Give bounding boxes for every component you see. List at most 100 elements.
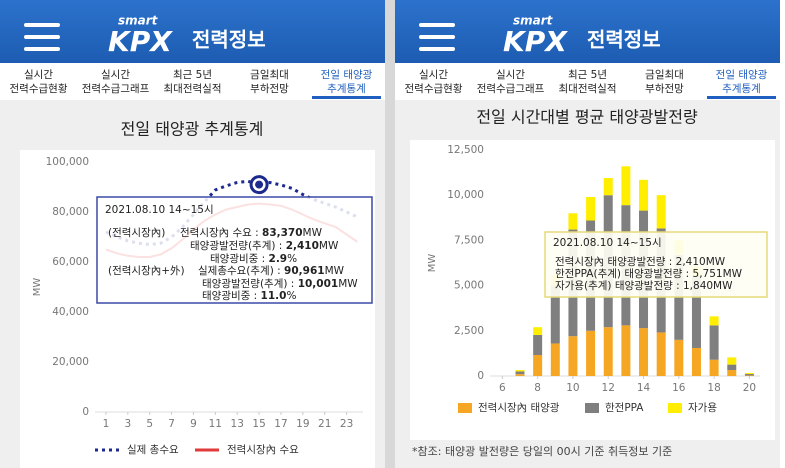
menu-icon[interactable]	[24, 23, 60, 27]
active-tab-indicator	[707, 96, 776, 99]
tab-label[interactable]: 실시간	[419, 69, 448, 81]
menu-icon[interactable]	[24, 47, 60, 51]
tooltip-row: 한전PPA(추계) 태양광발전량 : 5,751MW	[555, 268, 743, 280]
bar-segment	[709, 316, 719, 326]
menu-icon[interactable]	[24, 35, 60, 39]
menu-icon[interactable]	[419, 35, 455, 39]
tab-label[interactable]: 최근 5년	[173, 69, 212, 81]
bar-segment	[550, 285, 560, 344]
tooltip-label: 태양광비중 :	[202, 290, 261, 302]
tab-label[interactable]: 전일 태양광	[716, 68, 768, 81]
tab-label[interactable]: 전일 태양광	[321, 68, 373, 81]
active-tab-indicator	[312, 96, 381, 99]
y-tick-label: 5,000	[454, 280, 484, 292]
tab-label[interactable]: 실시간	[101, 69, 130, 81]
bar-segment	[603, 327, 613, 376]
legend-swatch	[458, 403, 472, 413]
tooltip-unit: %	[286, 290, 296, 302]
tooltip-unit: MW	[319, 240, 339, 252]
x-tick-label: 12	[602, 382, 615, 394]
chart-title: 전일 시간대별 평균 태양광발전량	[476, 108, 698, 127]
tab-label[interactable]: 전력수급현황	[10, 83, 68, 95]
tooltip-row: 전력시장內 수요 : 83,370MW	[180, 227, 323, 239]
y-tick-label: 2,500	[454, 325, 484, 337]
y-tick-label: 10,000	[447, 189, 484, 201]
brand-logo: KPX	[503, 25, 568, 58]
menu-icon[interactable]	[419, 23, 455, 27]
tab-label[interactable]: 금일최대	[645, 68, 684, 81]
tab-label[interactable]: 최근 5년	[568, 69, 607, 81]
x-tick-label: 8	[534, 382, 541, 394]
tab-label[interactable]: 전력수급그래프	[477, 83, 545, 95]
menu-icon[interactable]	[419, 47, 455, 51]
legend-label: 전력시장內 태양광	[478, 402, 560, 414]
bar-segment	[691, 347, 701, 376]
x-tick-label: 23	[340, 418, 353, 430]
y-tick-label: 40,000	[52, 306, 89, 318]
legend-swatch	[585, 403, 599, 413]
bar-segment	[621, 325, 631, 376]
bar-segment	[550, 343, 560, 376]
y-axis-label: MW	[32, 278, 43, 297]
tooltip-label: 태양광발전량(추계) :	[190, 240, 286, 252]
tab-label[interactable]: 전력수급현황	[405, 83, 463, 95]
tooltip-value: 11.0	[261, 290, 287, 302]
brand-small: smart	[118, 14, 159, 28]
footnote: *참조: 태양광 발전량은 당일의 00시 기준 취득정보 기준	[412, 444, 672, 458]
x-tick-label: 16	[672, 382, 686, 394]
bar-segment	[568, 213, 578, 230]
bar-segment	[709, 325, 719, 360]
y-tick-label: 20,000	[52, 356, 89, 368]
bar-segment	[656, 332, 666, 376]
x-tick-label: 7	[168, 418, 175, 430]
tooltip-row: 태양광발전량(추계) : 10,001MW	[202, 278, 358, 290]
bar-segment	[709, 359, 719, 376]
chart-title: 전일 태양광 추계통계	[121, 120, 264, 139]
x-tick-label: 1	[103, 418, 110, 430]
bar-segment	[533, 334, 543, 356]
y-tick-label: 0	[477, 370, 484, 382]
bar-segment	[744, 372, 754, 375]
x-tick-label: 6	[499, 382, 506, 394]
bar-segment	[744, 375, 754, 376]
x-tick-label: 17	[274, 418, 287, 430]
tooltip-prefix: (전력시장內)	[108, 227, 165, 239]
bar-segment	[533, 327, 543, 335]
tooltip-row: 태양광비중 : 11.0%	[202, 290, 296, 302]
bar-segment	[515, 370, 525, 372]
tab-label[interactable]: 부하전망	[645, 82, 684, 95]
x-tick-label: 11	[209, 418, 222, 430]
tooltip-box	[544, 231, 768, 298]
x-tick-label: 9	[190, 418, 197, 430]
tooltip-row: 태양광비중 : 2.9%	[210, 253, 297, 265]
bar-segment	[603, 178, 613, 196]
tab-label[interactable]: 최대전력실적	[164, 83, 222, 95]
x-tick-label: 20	[743, 382, 756, 394]
tab-label[interactable]: 실시간	[496, 69, 525, 81]
header-title: 전력정보	[587, 28, 661, 52]
bar-segment	[727, 364, 737, 371]
bar-segment	[691, 275, 701, 348]
y-tick-label: 100,000	[46, 156, 89, 168]
tab-label[interactable]: 전력수급그래프	[82, 83, 150, 95]
tab-label[interactable]: 금일최대	[250, 68, 289, 81]
tooltip-unit: MW	[325, 265, 345, 277]
tab-label[interactable]: 추계통계	[327, 83, 366, 95]
tooltip-row: 자가용(추계) 태양광발전량 : 1,840MW	[555, 280, 733, 292]
y-tick-label: 12,500	[447, 144, 484, 156]
tab-label[interactable]: 실시간	[24, 69, 53, 81]
tab-label[interactable]: 최대전력실적	[559, 83, 617, 95]
tooltip-unit: %	[287, 253, 297, 265]
separator	[385, 0, 395, 468]
tab-label[interactable]: 부하전망	[250, 82, 289, 95]
highlight-point-core	[255, 180, 264, 189]
bar-segment	[533, 355, 543, 376]
x-tick-label: 13	[231, 418, 244, 430]
tooltip-prefix: (전력시장內+外)	[108, 265, 185, 277]
bar-segment	[621, 166, 631, 206]
tab-bar	[395, 63, 780, 100]
tooltip-row: 태양광발전량(추계) : 2,410MW	[190, 240, 339, 252]
tab-label[interactable]: 추계통계	[722, 83, 761, 95]
legend-label: 전력시장內 수요	[227, 444, 299, 456]
